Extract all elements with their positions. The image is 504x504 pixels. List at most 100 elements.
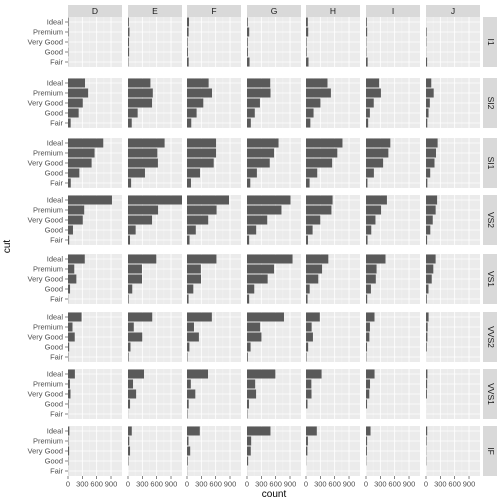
bar: [68, 426, 70, 436]
bar: [187, 98, 204, 108]
facet-strip-col: [187, 5, 241, 17]
y-tick-label: Ideal: [47, 313, 64, 322]
bar: [187, 369, 209, 379]
bar: [426, 158, 435, 168]
bar: [128, 235, 131, 245]
bar: [426, 264, 434, 274]
bar: [306, 178, 310, 188]
bar: [366, 27, 368, 37]
bar: [247, 225, 257, 235]
bar: [306, 274, 319, 284]
bar: [68, 254, 85, 264]
bar: [128, 284, 133, 294]
bar: [306, 322, 312, 332]
y-tick-label: Premium: [33, 149, 63, 158]
bar: [426, 27, 427, 37]
bar: [187, 446, 191, 456]
x-tick-label: 0: [66, 480, 70, 489]
bar: [247, 178, 251, 188]
bar: [187, 436, 189, 446]
x-tick-label: 0: [424, 480, 428, 489]
bar: [247, 312, 284, 322]
bar: [187, 47, 188, 57]
bar: [128, 225, 136, 235]
bar: [426, 148, 436, 158]
bar: [306, 78, 328, 88]
bar: [128, 436, 130, 446]
bar: [68, 332, 75, 342]
facet-label-col: F: [211, 6, 216, 16]
bar: [426, 389, 427, 399]
bar: [68, 264, 75, 274]
y-tick-label: Very Good: [28, 99, 63, 108]
bar: [187, 148, 217, 158]
bar: [187, 399, 189, 409]
bar: [366, 158, 384, 168]
bar: [366, 254, 386, 264]
bar: [128, 17, 129, 27]
bar: [306, 379, 312, 389]
facet-label-col: H: [330, 6, 336, 16]
y-tick-label: Very Good: [28, 216, 63, 225]
bar: [247, 254, 293, 264]
bar: [68, 399, 69, 409]
bar: [247, 205, 282, 215]
bar: [187, 342, 190, 352]
bar: [247, 352, 248, 362]
facet-label-col: I: [392, 6, 394, 16]
y-tick-label: Ideal: [47, 79, 64, 88]
bar: [426, 342, 427, 352]
bar: [247, 168, 257, 178]
bar: [128, 78, 151, 88]
bar: [68, 312, 82, 322]
bar: [247, 284, 255, 294]
facet-label-row: VS1: [486, 271, 496, 287]
facet-strip-row: [483, 369, 497, 419]
bar: [68, 225, 73, 235]
bar: [187, 294, 189, 304]
bar: [128, 332, 143, 342]
y-tick-label: Fair: [50, 467, 63, 476]
y-tick-label: Fair: [50, 119, 63, 128]
bar: [366, 342, 368, 352]
bar: [366, 178, 368, 188]
bar: [366, 436, 368, 446]
bar: [128, 352, 129, 362]
x-tick-label: 0: [185, 480, 189, 489]
bar: [306, 17, 308, 27]
bar: [426, 274, 432, 284]
bar: [68, 78, 86, 88]
bar: [426, 426, 428, 436]
bar: [426, 138, 438, 148]
y-tick-label: Fair: [50, 295, 63, 304]
bar: [128, 88, 153, 98]
bar: [247, 57, 250, 67]
bar: [187, 322, 194, 332]
bar: [426, 98, 430, 108]
x-tick-label: 300: [434, 480, 447, 489]
bar: [366, 215, 376, 225]
bar: [68, 342, 70, 352]
bar: [366, 446, 367, 456]
bar: [366, 369, 375, 379]
bar: [187, 17, 190, 27]
bar: [187, 138, 217, 148]
bar: [426, 195, 438, 205]
bar: [128, 148, 158, 158]
y-tick-label: Good: [45, 400, 63, 409]
bar: [247, 274, 268, 284]
x-tick-label: 300: [76, 480, 89, 489]
bar: [247, 78, 271, 88]
bar: [187, 118, 192, 128]
bar: [306, 369, 322, 379]
bar: [128, 342, 131, 352]
y-tick-label: Ideal: [47, 139, 64, 148]
facet-strip-col: [426, 5, 480, 17]
bar: [68, 98, 83, 108]
bar: [128, 108, 138, 118]
bar: [128, 294, 129, 304]
bar: [306, 168, 318, 178]
facet-strip-row: [483, 78, 497, 128]
bar: [247, 294, 250, 304]
bar: [187, 168, 201, 178]
